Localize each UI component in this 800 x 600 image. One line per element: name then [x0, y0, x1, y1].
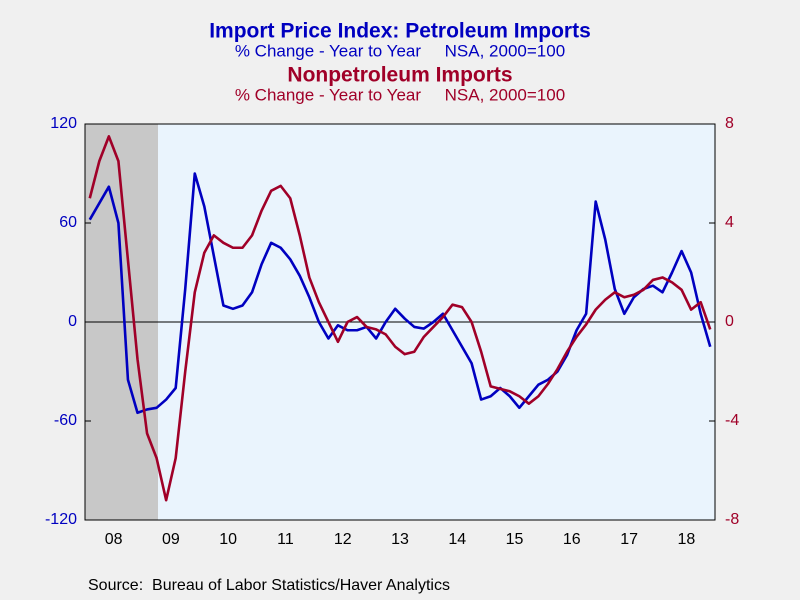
series-line — [88, 135, 712, 502]
series-subtitle: % Change - Year to Year NSA, 2000=100 — [235, 41, 565, 60]
series-subtitle: % Change - Year to Year NSA, 2000=100 — [235, 85, 565, 104]
x-tick-label: 10 — [219, 531, 237, 548]
series-title: Nonpetroleum Imports — [287, 64, 512, 87]
x-tick-label: 15 — [506, 531, 524, 548]
x-tick-label: 17 — [620, 531, 638, 548]
y-tick-label: 60 — [59, 214, 77, 231]
series-line — [88, 172, 712, 415]
x-tick-label: 14 — [448, 531, 466, 548]
x-tick-label: 09 — [162, 531, 180, 548]
series-title: Import Price Index: Petroleum Imports — [209, 20, 591, 43]
x-tick-label: 08 — [105, 531, 123, 548]
y-tick-label: -60 — [54, 412, 77, 429]
y2-tick-label: 4 — [725, 214, 734, 231]
x-tick-label: 12 — [334, 531, 352, 548]
y2-tick-label: 0 — [725, 313, 734, 330]
x-tick-label: 18 — [677, 531, 695, 548]
x-tick-label: 13 — [391, 531, 409, 548]
source-note: Source: Bureau of Labor Statistics/Haver… — [88, 577, 450, 594]
y-tick-label: 120 — [50, 115, 77, 132]
y2-tick-label: -4 — [725, 412, 739, 429]
x-tick-label: 11 — [277, 531, 294, 548]
y-tick-label: -120 — [45, 511, 77, 528]
x-tick-label: 16 — [563, 531, 581, 548]
plot-frame — [84, 123, 716, 521]
y2-tick-label: -8 — [725, 511, 739, 528]
y2-tick-label: 8 — [725, 115, 734, 132]
y-tick-label: 0 — [68, 313, 77, 330]
